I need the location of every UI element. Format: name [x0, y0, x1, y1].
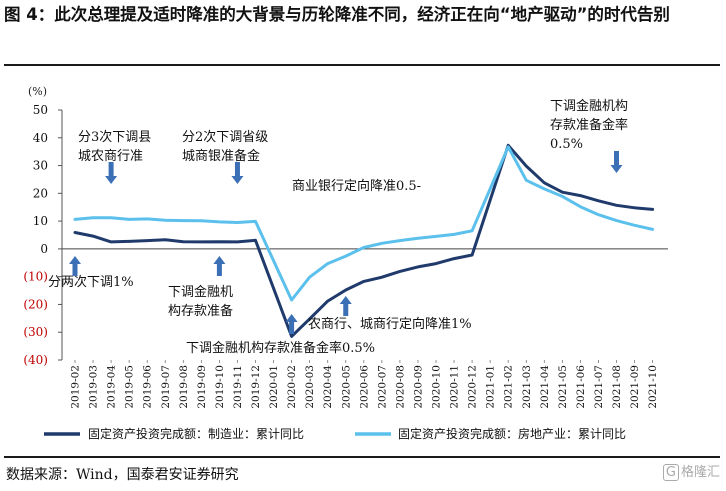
annotation-ann-4: 分两次下调1% [48, 274, 134, 290]
x-tick-label: 2021-06 [575, 365, 587, 409]
annotation-line: 城农商行准 [78, 149, 143, 164]
y-tick-label: 0 [40, 242, 48, 256]
x-tick-label: 2021-02 [503, 365, 515, 409]
x-tick-label: 2021-04 [539, 365, 551, 409]
legend-label-1: 固定资产投资完成额：制造业：累计同比 [88, 426, 304, 441]
annotation-line: 存款准备金率 [550, 117, 628, 133]
y-tick-label: 10 [33, 214, 48, 228]
x-tick-label: 2021-05 [557, 365, 569, 409]
x-tick-label: 2020-03 [304, 365, 316, 409]
annotation-line: 构存款准备 [168, 303, 233, 319]
x-tick-label: 2019-10 [214, 365, 226, 409]
x-tick-label: 2020-11 [449, 365, 461, 409]
series-line-2 [73, 145, 655, 302]
x-tick-label: 2019-12 [250, 365, 262, 409]
x-tick-label: 2020-07 [376, 365, 388, 409]
x-tick-label: 2019-04 [106, 365, 118, 409]
y-tick-label: 50 [33, 103, 48, 117]
x-tick-label: 2019-08 [178, 365, 190, 409]
annotation-line: 分3次下调县 [78, 129, 151, 145]
x-tick-label: 2019-11 [232, 365, 244, 409]
y-tick-label: 40 [33, 131, 48, 145]
arrow-up-icon [69, 256, 81, 276]
title-rule [4, 64, 720, 66]
x-tick-label: 2020-10 [431, 365, 443, 409]
x-tick-label: 2019-03 [88, 365, 100, 409]
x-tick-label: 2019-02 [70, 365, 82, 409]
x-tick-label: 2020-05 [340, 365, 352, 409]
legend-label-2: 固定资产投资完成额：房地产业：累计同比 [398, 426, 626, 441]
watermark-logo: G [662, 464, 679, 481]
annotation-ann-2: 分2次下调省级城商银准备金 [182, 129, 268, 164]
annotation-line: 下调金融机构 [550, 98, 628, 114]
x-tick-label: 2020-12 [467, 365, 479, 409]
series-line-1 [73, 143, 655, 338]
y-tick-label: 20 [33, 186, 48, 200]
watermark-text: 格隆汇 [680, 465, 720, 480]
x-tick-label: 2021-10 [647, 365, 659, 409]
figure-title: 图 4：此次总理提及适时降准的大背景与历轮降准不同，经济正在向“地产驱动”的时代… [4, 5, 670, 24]
x-tick-label: 2019-07 [160, 365, 172, 409]
annotation-line: 城商银准备金 [182, 148, 260, 164]
x-tick-label: 2021-07 [593, 365, 605, 409]
x-tick-label: 2019-06 [142, 365, 154, 409]
annotation-line: 分两次下调1% [48, 274, 134, 290]
x-tick-label: 2021-03 [521, 365, 533, 409]
annotation-line: 农商行、城商行定向降准1% [308, 316, 472, 332]
x-tick-label: 2020-06 [358, 365, 370, 409]
annotation-ann-7: 下调金融机构存款准备金率0.5% [186, 340, 375, 356]
annotation-ann-5: 下调金融机构存款准备 [168, 284, 233, 319]
arrow-up-icon [213, 256, 226, 276]
x-tick-label: 2020-01 [268, 365, 280, 409]
x-tick-label: 2020-02 [286, 365, 298, 409]
annotation-line: 商业银行定向降准0.5- [292, 178, 421, 194]
annotation-ann-1: 分3次下调县城农商行准 [78, 129, 151, 164]
footer-rule [4, 456, 720, 458]
x-tick-label: 2020-08 [394, 365, 406, 409]
watermark: G 格隆汇 [662, 461, 720, 481]
arrow-down-icon [105, 162, 118, 184]
x-tick-label: 2020-04 [322, 365, 334, 409]
annotation-ann-8: 下调金融机构存款准备金率 0.5% [550, 98, 628, 152]
y-tick-label: (30) [23, 325, 48, 339]
x-tick-label: 2021-09 [629, 365, 641, 409]
annotation-ann-6: 农商行、城商行定向降准1% [308, 316, 472, 332]
y-tick-label: (20) [23, 297, 48, 311]
arrow-up-icon [285, 314, 298, 334]
y-tick-label: (40) [23, 353, 48, 367]
x-tick-label: 2021-01 [485, 365, 497, 409]
arrow-down-icon [231, 162, 244, 184]
x-tick-label: 2021-08 [611, 365, 623, 409]
source-note: 数据来源：Wind，国泰君安证券研究 [6, 467, 239, 483]
annotation-line: 分2次下调省级 [182, 129, 268, 145]
y-tick-label: 30 [33, 159, 48, 173]
x-tick-label: 2019-05 [124, 365, 136, 409]
annotation-line: 0.5% [550, 137, 583, 152]
y-tick-label: (10) [23, 270, 48, 284]
annotation-ann-3: 商业银行定向降准0.5- [292, 178, 421, 194]
y-unit-label: (%) [28, 85, 47, 98]
arrow-up-icon [339, 296, 352, 316]
x-tick-label: 2019-09 [196, 365, 208, 409]
annotation-line: 下调金融机构存款准备金率0.5% [186, 340, 375, 356]
annotation-line: 下调金融机 [168, 284, 233, 300]
arrow-down-icon [610, 151, 623, 173]
x-tick-label: 2020-09 [412, 365, 424, 409]
